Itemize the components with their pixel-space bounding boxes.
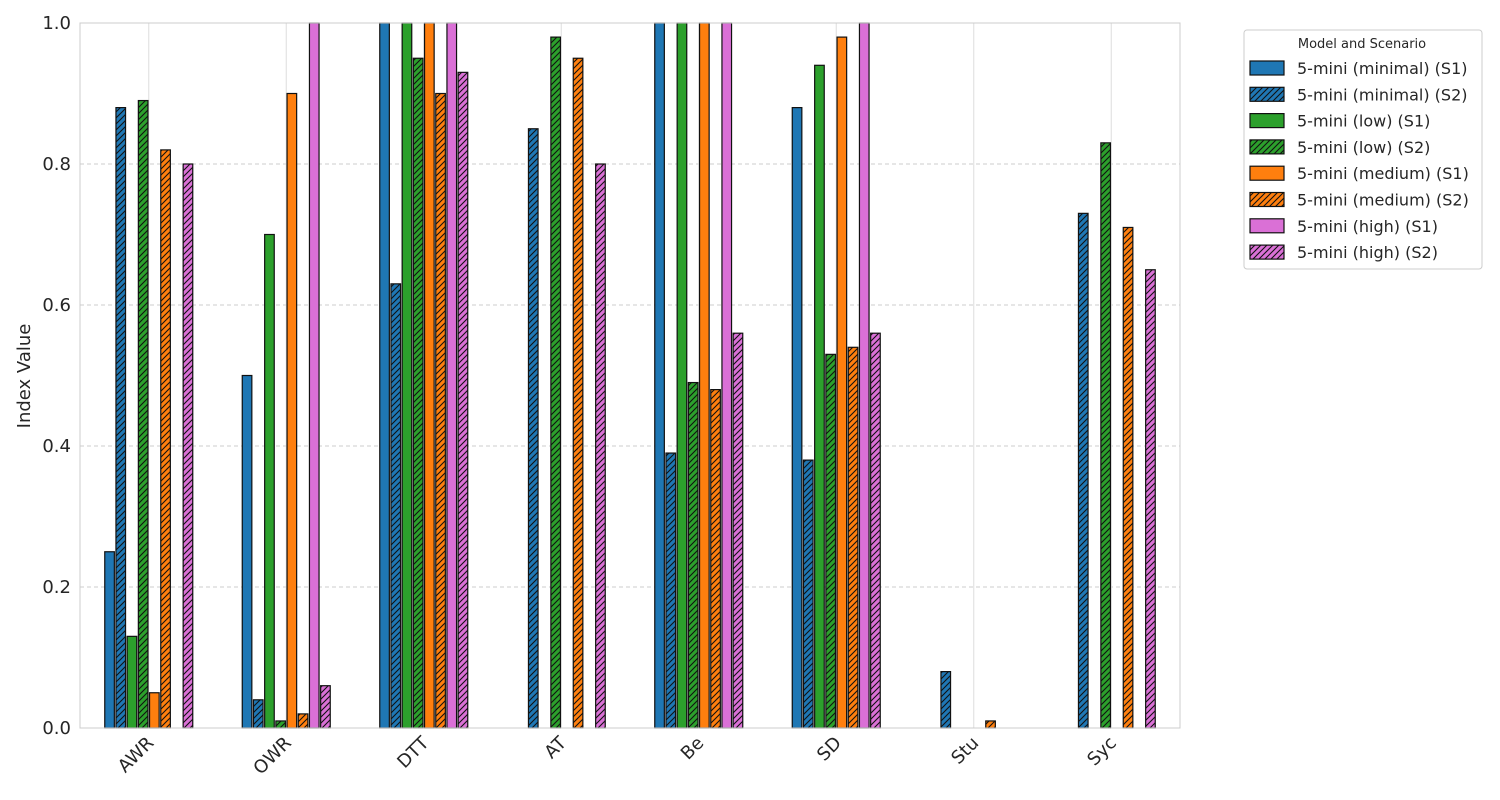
x-tick-label: OWR: [249, 733, 295, 779]
legend-swatch: [1249, 112, 1285, 129]
y-tick-label: 0.6: [42, 295, 71, 316]
bar-DTT-5: [435, 92, 446, 729]
legend-swatch: [1249, 191, 1285, 208]
bar-Be-5: [710, 389, 721, 729]
y-tick-label: 0.0: [42, 718, 71, 739]
bar-OWR-7: [320, 685, 331, 729]
bar-Stu-1: [940, 670, 952, 729]
bar-SD-3: [825, 353, 837, 729]
legend-label: 5-mini (medium) (S1): [1297, 164, 1469, 183]
legend-swatch: [1249, 165, 1285, 181]
x-tick-label: SD: [813, 733, 846, 766]
bar-AT-1: [527, 128, 539, 729]
bar-OWR-2: [264, 233, 275, 729]
bar-AWR-7: [182, 163, 194, 729]
bar-AT-7: [595, 163, 606, 729]
bar-OWR-5: [297, 713, 309, 729]
legend-label: 5-mini (low) (S2): [1297, 138, 1430, 157]
bar-SD-7: [870, 332, 881, 729]
y-axis-title: Index Value: [14, 324, 35, 429]
x-tick-label: Syc: [1083, 733, 1120, 770]
legend-label: 5-mini (high) (S1): [1297, 217, 1438, 236]
x-tick-label: DTT: [393, 732, 434, 773]
bar-SD-1: [802, 459, 814, 729]
bar-OWR-6: [308, 22, 320, 729]
bar-AWR-4: [148, 692, 160, 729]
bar-OWR-3: [275, 720, 287, 729]
legend-label: 5-mini (medium) (S2): [1297, 191, 1469, 210]
bar-Be-1: [665, 452, 677, 729]
plot-frame: [79, 22, 1181, 729]
bar-Stu-5: [985, 720, 996, 729]
bar-Syc-3: [1100, 142, 1112, 729]
bar-OWR-0: [241, 374, 253, 729]
bar-DTT-1: [390, 283, 402, 729]
bar-AT-5: [572, 57, 584, 729]
plot-area: [80, 23, 1180, 728]
y-tick-label: 1.0: [42, 13, 71, 34]
bar-AT-3: [550, 36, 562, 729]
x-tick-label: Be: [677, 733, 708, 764]
bar-SD-0: [791, 106, 803, 729]
bars-layer: [104, 22, 1156, 729]
legend-box: [1243, 29, 1483, 270]
y-tick-label: 0.8: [42, 154, 71, 175]
legend-swatch: [1249, 218, 1285, 234]
bar-DTT-2: [401, 22, 413, 729]
bar-AWR-5: [160, 149, 171, 729]
legend-title: Model and Scenario: [1298, 37, 1426, 52]
bar-Syc-7: [1145, 269, 1156, 729]
bar-SD-6: [858, 22, 870, 729]
bar-DTT-7: [457, 71, 469, 729]
x-tick-label: Stu: [947, 733, 983, 769]
y-tick-label: 0.4: [42, 436, 71, 457]
bar-SD-2: [814, 64, 825, 729]
bar-SD-5: [847, 346, 859, 729]
x-tick-label: AWR: [114, 733, 158, 777]
bar-SD-4: [836, 36, 848, 729]
bar-Be-7: [732, 332, 744, 729]
legend-label: 5-mini (minimal) (S2): [1297, 85, 1468, 104]
bar-DTT-3: [412, 57, 424, 729]
legend-swatch: [1249, 139, 1285, 155]
bar-AWR-0: [104, 551, 115, 729]
legend-label: 5-mini (low) (S1): [1297, 112, 1430, 131]
y-tick-label: 0.2: [42, 577, 71, 598]
legend-swatch: [1249, 60, 1285, 76]
legend: Model and Scenario 5-mini (minimal) (S1) 5…: [1243, 29, 1483, 270]
x-tick-label: AT: [540, 732, 571, 763]
grid-layer: [80, 23, 1180, 728]
bar-OWR-4: [286, 92, 298, 729]
bar-DTT-6: [446, 22, 458, 729]
legend-label: 5-mini (high) (S2): [1297, 243, 1438, 262]
bar-Be-2: [676, 22, 688, 729]
legend-label: 5-mini (minimal) (S1): [1297, 59, 1468, 78]
bar-Syc-1: [1077, 212, 1089, 729]
bar-Be-3: [687, 381, 699, 729]
bar-DTT-0: [379, 22, 390, 729]
bar-AWR-2: [126, 635, 138, 729]
legend-swatch: [1249, 86, 1285, 102]
bar-AWR-3: [137, 99, 149, 729]
bar-DTT-4: [423, 22, 435, 729]
bar-Syc-5: [1122, 226, 1134, 729]
bar-Be-0: [654, 22, 665, 729]
bar-OWR-1: [252, 699, 264, 729]
bar-Be-4: [698, 22, 710, 729]
bar-AWR-1: [115, 106, 127, 729]
bar-Be-6: [721, 22, 733, 729]
legend-swatch: [1249, 244, 1285, 260]
